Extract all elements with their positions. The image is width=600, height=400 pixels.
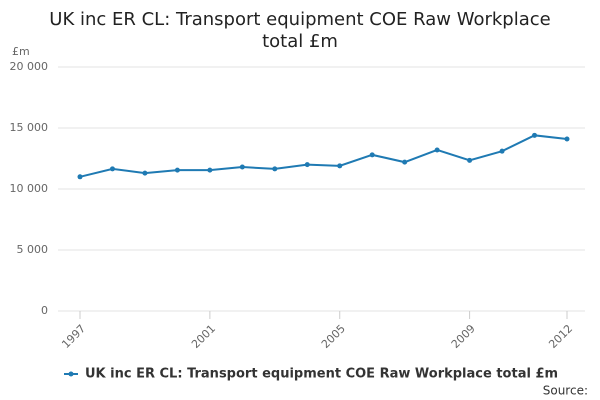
source: Source:: [543, 384, 588, 398]
point: [467, 157, 473, 163]
legend-label: UK inc ER CL: Transport equipment COE Ra…: [85, 367, 558, 382]
x-tick-label: 2001: [189, 322, 218, 351]
x-tick-label: 2005: [319, 322, 348, 351]
point: [564, 136, 570, 142]
x-tick-label: 2009: [449, 322, 478, 351]
chart-title: UK inc ER CL: Transport equipment COE Ra…: [49, 9, 550, 52]
point: [109, 166, 115, 172]
point: [434, 147, 440, 153]
y-tick-label: 10 000: [10, 182, 49, 195]
x-tick-label: 2012: [546, 322, 575, 351]
point: [304, 162, 310, 168]
point: [239, 164, 245, 170]
point: [272, 166, 278, 172]
point: [207, 167, 213, 173]
point: [337, 163, 343, 169]
y-axis-label: £m: [12, 45, 30, 58]
point: [77, 174, 83, 180]
y-tick-label: 5 000: [17, 243, 49, 256]
legend-marker: [68, 371, 74, 377]
y-tick-label: 20 000: [10, 60, 49, 73]
point: [499, 148, 505, 154]
y-tick-label: 15 000: [10, 121, 49, 134]
x-tick-label: 1997: [59, 322, 88, 351]
point: [532, 132, 538, 138]
point: [369, 152, 375, 158]
point: [142, 170, 148, 176]
point: [174, 167, 180, 173]
y-tick-label: 0: [41, 304, 48, 317]
point: [402, 159, 408, 165]
line: [79, 134, 568, 178]
